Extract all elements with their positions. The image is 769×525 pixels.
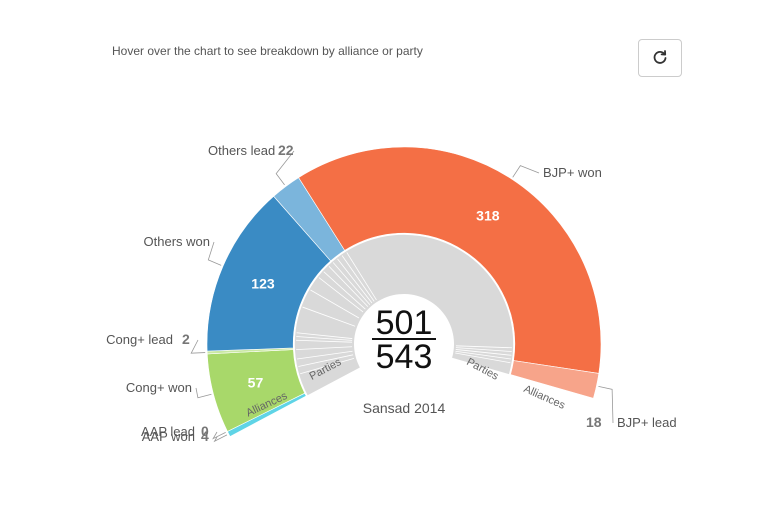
- party-divider: [296, 350, 353, 360]
- callout-value-aap-lead: 0: [201, 423, 209, 439]
- callout-line-aap-lead: [212, 431, 226, 440]
- party-divider: [341, 255, 375, 302]
- party-divider: [332, 262, 371, 306]
- callout-line-others-won: [207, 241, 222, 266]
- callout-line-others-lead: [275, 150, 295, 186]
- callout-label-aap-won: AAP won: [142, 429, 195, 444]
- party-divider: [455, 347, 512, 352]
- party-divider: [346, 252, 377, 301]
- party-divider: [318, 277, 364, 313]
- center-numerator: 501: [376, 304, 433, 342]
- alliances-ring: 57 123 318: [206, 146, 602, 437]
- callout-label-others-won: Others won: [144, 234, 210, 249]
- party-divider: [455, 350, 512, 360]
- refresh-icon: [653, 50, 667, 64]
- slice-value-others-won: 123: [251, 275, 275, 291]
- callout-line-cong-plus-won: [195, 387, 212, 399]
- callout-label-aap-lead: AAP lead: [141, 424, 195, 439]
- party-divider: [296, 339, 353, 343]
- party-divider: [296, 332, 353, 339]
- callout-label-cong-plus-lead: Cong+ lead: [106, 332, 173, 347]
- party-divider: [296, 336, 353, 341]
- center-denominator: 543: [376, 338, 433, 376]
- callout-line-cong-plus-lead: [190, 339, 206, 354]
- party-divider: [298, 354, 354, 367]
- callout-line-bjp-plus-lead: [598, 385, 614, 424]
- slice-value-cong-plus-won: 57: [248, 375, 264, 391]
- party-divider: [300, 357, 355, 375]
- parties-ring-band[interactable]: [294, 234, 514, 396]
- callout-value-others-lead: 22: [278, 142, 294, 158]
- callout-value-bjp-plus-lead: 18: [586, 414, 602, 430]
- callout-line-aap-won: [213, 434, 228, 443]
- chart-title: Sansad 2014: [363, 400, 446, 416]
- callout-label-cong-plus-won: Cong+ won: [126, 380, 192, 395]
- slice-bjp-plus-lead[interactable]: [510, 360, 600, 399]
- callout-label-bjp-plus-lead: BJP+ lead: [617, 415, 677, 430]
- party-divider: [296, 346, 353, 351]
- hint-text: Hover over the chart to see breakdown by…: [112, 44, 423, 58]
- parties-ring: [294, 234, 514, 396]
- party-divider: [455, 345, 512, 349]
- callout-value-cong-plus-lead: 2: [182, 331, 190, 347]
- party-divider: [310, 289, 360, 319]
- party-divider: [323, 271, 366, 310]
- party-divider: [455, 352, 511, 364]
- callout-line-bjp-plus-won: [512, 165, 540, 178]
- refresh-button[interactable]: [638, 39, 682, 77]
- party-divider: [302, 306, 356, 327]
- party-divider: [328, 266, 369, 307]
- callout-value-aap-won: 4: [201, 428, 209, 444]
- party-divider: [337, 258, 373, 304]
- callout-label-others-lead: Others lead: [208, 143, 275, 158]
- slice-bjp-plus-won[interactable]: [298, 146, 602, 374]
- slice-value-bjp-plus-won: 318: [476, 207, 500, 223]
- callout-label-bjp-plus-won: BJP+ won: [543, 165, 602, 180]
- party-divider: [455, 349, 512, 356]
